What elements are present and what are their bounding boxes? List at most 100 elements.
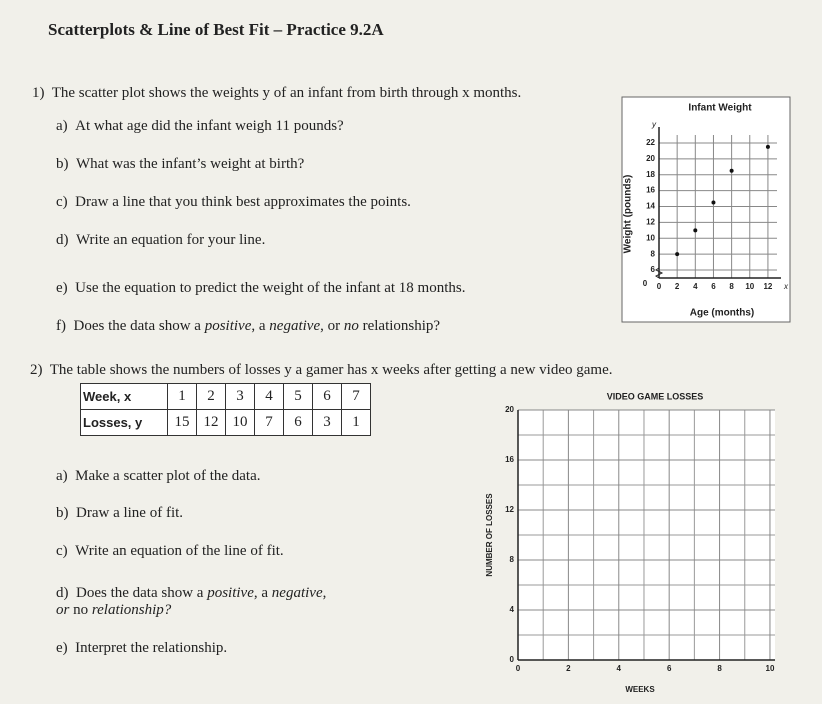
- question: e) Interpret the relationship.: [56, 640, 227, 657]
- question-text: Draw a line of fit.: [76, 505, 184, 521]
- x-tick-label: 10: [745, 282, 754, 291]
- question-text: Write an equation of the line of fit.: [75, 543, 284, 559]
- y-tick-label: 16: [646, 186, 655, 195]
- x-axis-label: WEEKS: [625, 685, 655, 694]
- y-tick-label: 10: [646, 233, 655, 242]
- y-tick-label: 8: [510, 555, 515, 564]
- y-tick-label: 4: [510, 605, 515, 614]
- question: d) Write an equation for your line.: [56, 232, 265, 249]
- question-text: Interpret the relationship.: [75, 640, 228, 656]
- question-label: d): [56, 585, 69, 601]
- prompt: The table shows the numbers of losses y …: [49, 362, 613, 378]
- question-label: a): [56, 118, 68, 134]
- question-part: relationship?: [88, 602, 172, 618]
- y-letter: y: [651, 120, 657, 129]
- table-cell: 15: [167, 409, 197, 436]
- x-tick-label: 2: [566, 664, 571, 673]
- number: 1): [32, 85, 45, 101]
- table-cell: 4: [254, 383, 284, 410]
- question-part: , a: [253, 585, 272, 601]
- question: f) Does the data show a positive, a nega…: [56, 318, 440, 335]
- y-axis-label: NUMBER OF LOSSES: [485, 493, 494, 577]
- question: b) Draw a line of fit.: [56, 505, 183, 522]
- table-cell: Week, x: [80, 383, 168, 410]
- table-cell: 1: [341, 409, 371, 436]
- question: d) Does the data show a positive, a nega…: [56, 585, 326, 619]
- point: [711, 200, 716, 205]
- y-tick-label: 16: [505, 455, 514, 464]
- question-part: Does the data show a: [76, 585, 208, 601]
- question: a) At what age did the infant weigh 11 p…: [56, 118, 344, 135]
- x-tick-label: 0: [516, 664, 521, 673]
- question: e) Use the equation to predict the weigh…: [56, 280, 465, 297]
- point: [729, 168, 734, 173]
- y-tick-label: 12: [646, 217, 655, 226]
- question-part: no: [343, 318, 359, 334]
- x-tick-label: 0: [657, 282, 662, 291]
- question-text: Make a scatter plot of the data.: [75, 468, 261, 484]
- y-tick-label: 22: [646, 138, 655, 147]
- y-tick-label: 18: [646, 170, 655, 179]
- y-tick-label: 8: [651, 249, 656, 258]
- x-letter: x: [783, 282, 789, 291]
- y-tick-label: 14: [646, 202, 655, 211]
- x-tick-label: 8: [729, 282, 734, 291]
- question-part: ,: [322, 585, 327, 601]
- x-tick-label: 2: [675, 282, 680, 291]
- question-label: a): [56, 468, 68, 484]
- chart-frame: [621, 96, 791, 323]
- y-axis-label: Weight (pounds): [623, 175, 634, 254]
- problem: 2) The table shows the numbers of losses…: [30, 362, 612, 379]
- table-cell: 10: [225, 409, 255, 436]
- x-tick-label: 12: [763, 282, 772, 291]
- problem: 1) The scatter plot shows the weights y …: [32, 85, 521, 102]
- question-label: e): [56, 640, 68, 656]
- chart-title: Infant Weight: [688, 103, 752, 114]
- x-tick-label: 4: [617, 664, 622, 673]
- table-cell: 12: [196, 409, 226, 436]
- point: [765, 144, 770, 149]
- x-tick-label: 8: [717, 664, 722, 673]
- prompt: The scatter plot shows the weights y of …: [51, 85, 522, 101]
- question-text: Write an equation for your line.: [76, 232, 266, 248]
- number: 2): [30, 362, 43, 378]
- point: [675, 252, 680, 257]
- question: c) Draw a line that you think best appro…: [56, 194, 411, 211]
- question-text: What was the infant’s weight at birth?: [76, 156, 305, 172]
- x-tick-label: 6: [711, 282, 716, 291]
- question-label: d): [56, 232, 69, 248]
- y-tick-label: 12: [505, 505, 514, 514]
- question-label: c): [56, 194, 68, 210]
- question-part: negative: [269, 318, 321, 334]
- x-tick-label: 10: [766, 664, 775, 673]
- question-part: positive: [207, 585, 254, 601]
- question: c) Write an equation of the line of fit.: [56, 543, 284, 560]
- question-text: Draw a line that you think best approxim…: [75, 194, 411, 210]
- question-label: b): [56, 156, 69, 172]
- question-part: , or: [320, 318, 344, 334]
- y-tick-label: 20: [505, 405, 514, 414]
- title: Scatterplots & Line of Best Fit – Practi…: [48, 20, 384, 39]
- question-part: positive: [204, 318, 252, 334]
- question: b) What was the infant’s weight at birth…: [56, 156, 304, 173]
- question-part: or: [56, 602, 74, 618]
- question-label: c): [56, 543, 68, 559]
- table: Week, x 1 2 3 4 5 6 7 Losses, y 15 12 10 7 6 3 1: [80, 383, 371, 436]
- question-part: relationship?: [358, 318, 441, 334]
- axis-break: [655, 267, 664, 279]
- x-tick-label: 4: [693, 282, 698, 291]
- question-part: no: [73, 602, 89, 618]
- question-label: f): [56, 318, 66, 334]
- table-cell: 3: [225, 383, 255, 410]
- y-tick-label: 20: [646, 154, 655, 163]
- question-part: Does the data show a: [73, 318, 205, 334]
- question: a) Make a scatter plot of the data.: [56, 468, 261, 485]
- question-text: At what age did the infant weigh 11 poun…: [75, 118, 344, 134]
- origin-label: 0: [643, 279, 648, 288]
- point: [693, 228, 698, 233]
- y-tick-label: 6: [651, 265, 656, 274]
- question-label: e): [56, 280, 68, 296]
- table-cell: 7: [341, 383, 371, 410]
